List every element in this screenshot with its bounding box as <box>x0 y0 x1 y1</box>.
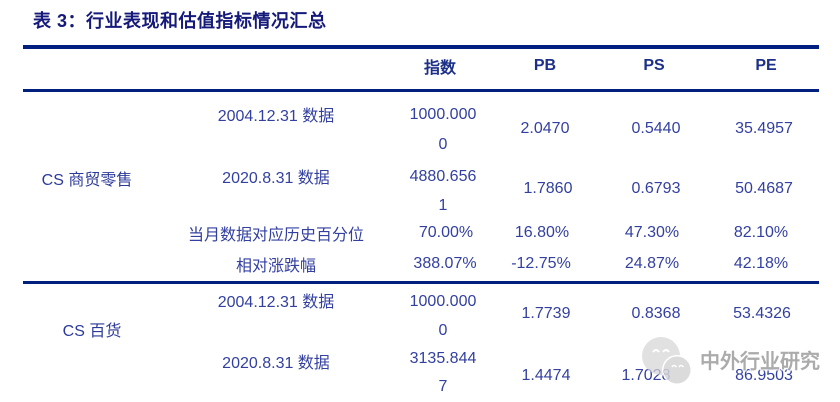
group-label-cs-department: CS 百货 <box>62 323 122 340</box>
cell-pb-value: 1.4474 <box>521 367 571 384</box>
cell-pb-value: 1.7739 <box>521 305 571 322</box>
header-bottom-rule <box>23 89 819 92</box>
cell-index-value: 388.07% <box>413 255 477 272</box>
row-label: 2020.8.31 数据 <box>222 170 330 187</box>
cell-ps-value: 24.87% <box>624 255 680 272</box>
cell-index-value-line1: 3135.844 <box>409 350 477 367</box>
cell-ps-value: 0.8368 <box>631 305 681 322</box>
cell-pe-value: 53.4326 <box>733 305 791 322</box>
row-label: 相对涨跌幅 <box>235 258 317 275</box>
cell-ps-value: 1.7028 <box>621 367 671 384</box>
cell-index-value-line2: 0 <box>438 322 448 339</box>
cell-index-value-line1: 4880.656 <box>409 168 477 185</box>
cell-ps-value: 0.6793 <box>631 180 681 197</box>
row-label: 2004.12.31 数据 <box>217 108 335 125</box>
row-label: 当月数据对应历史百分位 <box>187 227 365 244</box>
column-header-pe: PE <box>755 57 777 74</box>
cell-ps-value: 0.5440 <box>631 120 681 137</box>
cell-index-value-line1: 1000.000 <box>409 293 477 310</box>
cell-pb-value: 2.0470 <box>520 120 570 137</box>
group-label-cs-retail: CS 商贸零售 <box>41 172 133 189</box>
cell-index-value-line2: 7 <box>438 378 448 395</box>
group-divider-rule <box>23 281 819 284</box>
cell-pb-value: 1.7860 <box>523 180 573 197</box>
table-top-rule <box>23 45 819 49</box>
column-header-pb: PB <box>533 57 557 74</box>
cell-index-value-line1: 1000.000 <box>409 106 477 123</box>
row-label: 2020.8.31 数据 <box>222 355 330 372</box>
column-header-ps: PS <box>643 57 665 74</box>
row-label: 2004.12.31 数据 <box>217 294 335 311</box>
column-header-index: 指数 <box>423 60 457 77</box>
cell-pb-value: -12.75% <box>511 255 571 272</box>
cell-index-value-line2: 0 <box>438 136 448 153</box>
cell-pb-value: 16.80% <box>514 224 570 241</box>
cell-pe-value: 42.18% <box>733 255 789 272</box>
cell-pe-value: 82.10% <box>733 224 789 241</box>
cell-index-value: 70.00% <box>418 224 474 241</box>
cell-pe-value: 86.9503 <box>735 367 793 384</box>
watermark: 中外行业研究 <box>640 334 830 396</box>
cell-ps-value: 47.30% <box>624 224 680 241</box>
cell-pe-value: 35.4957 <box>735 120 793 137</box>
cell-index-value-line2: 1 <box>438 197 448 214</box>
page-title: 表 3：行业表现和估值指标情况汇总 <box>33 11 327 31</box>
cell-pe-value: 50.4687 <box>735 180 793 197</box>
